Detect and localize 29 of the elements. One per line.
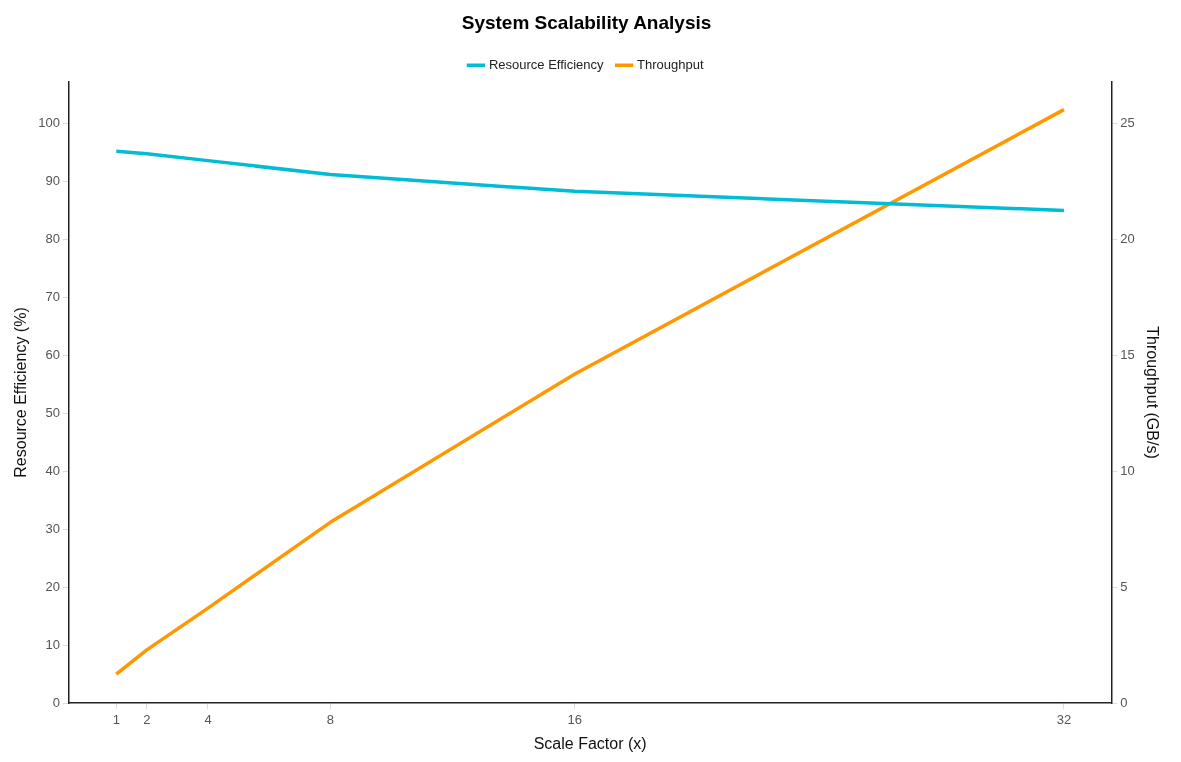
y-tick-label: 90 [45,173,60,189]
y2-tick-label: 10 [1120,462,1135,478]
x-tick-label: 2 [143,711,151,727]
legend-label: Resource Efficiency [488,56,605,72]
y2-tick-label: 5 [1120,578,1128,594]
y-tick-label: 70 [45,289,60,305]
y-tick-label: 30 [45,520,60,536]
y2-axis-title: Throughput (GB/s) [1143,326,1161,459]
y-axis-title: Resource Efficiency (%) [12,307,30,478]
y2-tick-label: 20 [1120,231,1135,247]
y-tick-label: 20 [45,578,60,594]
y-tick-label: 40 [45,462,60,478]
y-tick-label: 50 [45,404,60,420]
y-tick-label: 0 [52,694,60,710]
y2-tick-label: 15 [1120,346,1135,362]
chart-title: System Scalability Analysis [461,11,712,33]
y-tick-label: 80 [45,231,60,247]
y-tick-label: 100 [38,115,60,131]
y2-tick-label: 25 [1120,115,1135,131]
x-axis-title: Scale Factor (x) [533,734,647,752]
y2-tick-label: 0 [1120,694,1128,710]
x-tick-label: 1 [112,711,120,727]
legend-label: Throughput [637,56,704,72]
x-tick-label: 4 [204,711,212,727]
y-tick-label: 10 [45,636,60,652]
y-tick-label: 60 [45,346,60,362]
x-tick-label: 8 [326,711,334,727]
x-tick-label: 16 [567,711,583,727]
x-tick-label: 32 [1056,711,1072,727]
